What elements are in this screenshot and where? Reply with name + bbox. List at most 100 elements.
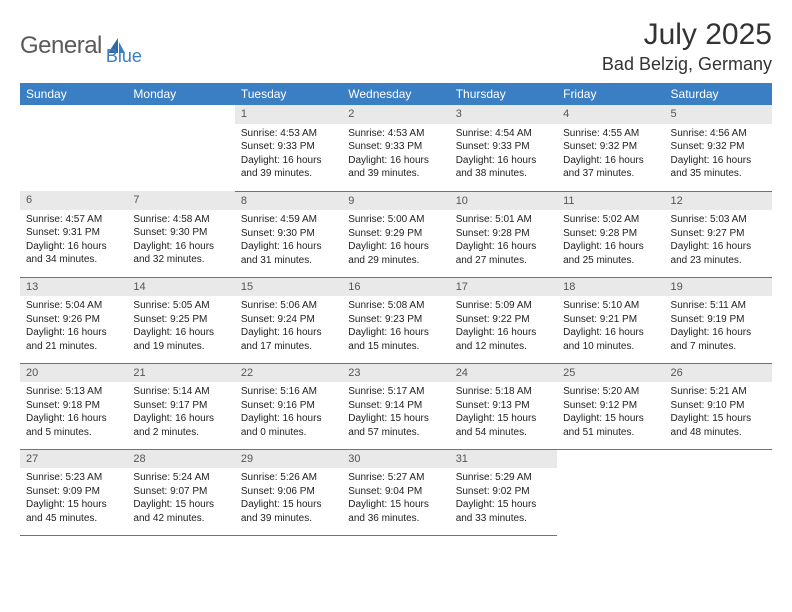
day-number: 4 <box>557 105 664 124</box>
calendar-day-cell: 1Sunrise: 4:53 AMSunset: 9:33 PMDaylight… <box>235 105 342 191</box>
day-details: Sunrise: 5:24 AMSunset: 9:07 PMDaylight:… <box>127 468 234 529</box>
day-number: 1 <box>235 105 342 124</box>
day-number: 24 <box>450 364 557 383</box>
day-number: 16 <box>342 278 449 297</box>
weekday-header: Thursday <box>450 83 557 105</box>
day-number: 26 <box>665 364 772 383</box>
day-details: Sunrise: 5:26 AMSunset: 9:06 PMDaylight:… <box>235 468 342 529</box>
calendar-day-cell: 23Sunrise: 5:17 AMSunset: 9:14 PMDayligh… <box>342 363 449 449</box>
day-details: Sunrise: 5:09 AMSunset: 9:22 PMDaylight:… <box>450 296 557 357</box>
day-number: 12 <box>665 192 772 211</box>
day-details: Sunrise: 5:00 AMSunset: 9:29 PMDaylight:… <box>342 210 449 271</box>
calendar-day-cell: 30Sunrise: 5:27 AMSunset: 9:04 PMDayligh… <box>342 449 449 535</box>
weekday-header: Friday <box>557 83 664 105</box>
day-details: Sunrise: 5:20 AMSunset: 9:12 PMDaylight:… <box>557 382 664 443</box>
calendar-week-row: 20Sunrise: 5:13 AMSunset: 9:18 PMDayligh… <box>20 363 772 449</box>
day-number: 23 <box>342 364 449 383</box>
brand-name-part1: General <box>20 32 102 59</box>
day-number: 6 <box>20 191 127 210</box>
weekday-header: Tuesday <box>235 83 342 105</box>
day-number: 10 <box>450 192 557 211</box>
day-number: 27 <box>20 450 127 469</box>
day-number: 22 <box>235 364 342 383</box>
month-title: July 2025 <box>602 18 772 52</box>
day-details: Sunrise: 4:57 AMSunset: 9:31 PMDaylight:… <box>20 210 127 271</box>
calendar-day-cell: 24Sunrise: 5:18 AMSunset: 9:13 PMDayligh… <box>450 363 557 449</box>
day-number: 17 <box>450 278 557 297</box>
calendar-day-cell: 13Sunrise: 5:04 AMSunset: 9:26 PMDayligh… <box>20 277 127 363</box>
calendar-day-cell: 3Sunrise: 4:54 AMSunset: 9:33 PMDaylight… <box>450 105 557 191</box>
day-number: 15 <box>235 278 342 297</box>
calendar-day-cell: 2Sunrise: 4:53 AMSunset: 9:33 PMDaylight… <box>342 105 449 191</box>
day-details: Sunrise: 5:29 AMSunset: 9:02 PMDaylight:… <box>450 468 557 529</box>
location: Bad Belzig, Germany <box>602 54 772 75</box>
calendar-day-cell: 10Sunrise: 5:01 AMSunset: 9:28 PMDayligh… <box>450 191 557 277</box>
day-details: Sunrise: 5:16 AMSunset: 9:16 PMDaylight:… <box>235 382 342 443</box>
calendar-page: General Blue July 2025 Bad Belzig, Germa… <box>0 0 792 536</box>
header: General Blue July 2025 Bad Belzig, Germa… <box>20 18 772 75</box>
day-details: Sunrise: 5:14 AMSunset: 9:17 PMDaylight:… <box>127 382 234 443</box>
calendar-day-cell: 6Sunrise: 4:57 AMSunset: 9:31 PMDaylight… <box>20 191 127 277</box>
day-details: Sunrise: 4:53 AMSunset: 9:33 PMDaylight:… <box>342 124 449 185</box>
calendar-day-cell: 15Sunrise: 5:06 AMSunset: 9:24 PMDayligh… <box>235 277 342 363</box>
day-number: 28 <box>127 450 234 469</box>
calendar-day-cell: 7Sunrise: 4:58 AMSunset: 9:30 PMDaylight… <box>127 191 234 277</box>
calendar-day-cell: 11Sunrise: 5:02 AMSunset: 9:28 PMDayligh… <box>557 191 664 277</box>
day-number: 7 <box>127 191 234 210</box>
day-number: 8 <box>235 192 342 211</box>
calendar-day-cell: 20Sunrise: 5:13 AMSunset: 9:18 PMDayligh… <box>20 363 127 449</box>
calendar-day-cell: .. <box>557 449 664 535</box>
day-number: 5 <box>665 105 772 124</box>
calendar-body: ....1Sunrise: 4:53 AMSunset: 9:33 PMDayl… <box>20 105 772 535</box>
weekday-header: Saturday <box>665 83 772 105</box>
calendar-day-cell: 18Sunrise: 5:10 AMSunset: 9:21 PMDayligh… <box>557 277 664 363</box>
calendar-day-cell: 28Sunrise: 5:24 AMSunset: 9:07 PMDayligh… <box>127 449 234 535</box>
day-number: 14 <box>127 278 234 297</box>
day-details: Sunrise: 4:56 AMSunset: 9:32 PMDaylight:… <box>665 124 772 185</box>
calendar-day-cell: 5Sunrise: 4:56 AMSunset: 9:32 PMDaylight… <box>665 105 772 191</box>
calendar-day-cell: 8Sunrise: 4:59 AMSunset: 9:30 PMDaylight… <box>235 191 342 277</box>
calendar-day-cell: 17Sunrise: 5:09 AMSunset: 9:22 PMDayligh… <box>450 277 557 363</box>
day-details: Sunrise: 5:11 AMSunset: 9:19 PMDaylight:… <box>665 296 772 357</box>
calendar-day-cell: .. <box>127 105 234 191</box>
day-details: Sunrise: 5:05 AMSunset: 9:25 PMDaylight:… <box>127 296 234 357</box>
calendar-day-cell: 22Sunrise: 5:16 AMSunset: 9:16 PMDayligh… <box>235 363 342 449</box>
day-details: Sunrise: 5:13 AMSunset: 9:18 PMDaylight:… <box>20 382 127 443</box>
day-details: Sunrise: 5:06 AMSunset: 9:24 PMDaylight:… <box>235 296 342 357</box>
day-details: Sunrise: 4:53 AMSunset: 9:33 PMDaylight:… <box>235 124 342 185</box>
calendar-table: SundayMondayTuesdayWednesdayThursdayFrid… <box>20 83 772 536</box>
day-details: Sunrise: 5:01 AMSunset: 9:28 PMDaylight:… <box>450 210 557 271</box>
calendar-day-cell: .. <box>665 449 772 535</box>
day-number: 13 <box>20 278 127 297</box>
brand-logo: General Blue <box>20 24 142 67</box>
day-details: Sunrise: 4:59 AMSunset: 9:30 PMDaylight:… <box>235 210 342 271</box>
calendar-week-row: 27Sunrise: 5:23 AMSunset: 9:09 PMDayligh… <box>20 449 772 535</box>
weekday-header: Sunday <box>20 83 127 105</box>
day-number: 29 <box>235 450 342 469</box>
day-details: Sunrise: 5:21 AMSunset: 9:10 PMDaylight:… <box>665 382 772 443</box>
day-number: 2 <box>342 105 449 124</box>
calendar-day-cell: 14Sunrise: 5:05 AMSunset: 9:25 PMDayligh… <box>127 277 234 363</box>
day-details: Sunrise: 5:18 AMSunset: 9:13 PMDaylight:… <box>450 382 557 443</box>
day-details: Sunrise: 5:08 AMSunset: 9:23 PMDaylight:… <box>342 296 449 357</box>
calendar-week-row: 13Sunrise: 5:04 AMSunset: 9:26 PMDayligh… <box>20 277 772 363</box>
day-number: 25 <box>557 364 664 383</box>
calendar-day-cell: 9Sunrise: 5:00 AMSunset: 9:29 PMDaylight… <box>342 191 449 277</box>
day-details: Sunrise: 5:27 AMSunset: 9:04 PMDaylight:… <box>342 468 449 529</box>
day-details: Sunrise: 5:17 AMSunset: 9:14 PMDaylight:… <box>342 382 449 443</box>
calendar-day-cell: 27Sunrise: 5:23 AMSunset: 9:09 PMDayligh… <box>20 449 127 535</box>
day-number: 20 <box>20 364 127 383</box>
day-details: Sunrise: 4:54 AMSunset: 9:33 PMDaylight:… <box>450 124 557 185</box>
brand-name-part2: Blue <box>106 46 142 67</box>
day-number: 30 <box>342 450 449 469</box>
day-details: Sunrise: 5:03 AMSunset: 9:27 PMDaylight:… <box>665 210 772 271</box>
day-number: 9 <box>342 192 449 211</box>
calendar-day-cell: 19Sunrise: 5:11 AMSunset: 9:19 PMDayligh… <box>665 277 772 363</box>
day-number: 31 <box>450 450 557 469</box>
calendar-day-cell: 16Sunrise: 5:08 AMSunset: 9:23 PMDayligh… <box>342 277 449 363</box>
calendar-week-row: 6Sunrise: 4:57 AMSunset: 9:31 PMDaylight… <box>20 191 772 277</box>
day-details: Sunrise: 5:02 AMSunset: 9:28 PMDaylight:… <box>557 210 664 271</box>
day-details: Sunrise: 4:55 AMSunset: 9:32 PMDaylight:… <box>557 124 664 185</box>
calendar-weekday-header: SundayMondayTuesdayWednesdayThursdayFrid… <box>20 83 772 105</box>
weekday-header: Wednesday <box>342 83 449 105</box>
